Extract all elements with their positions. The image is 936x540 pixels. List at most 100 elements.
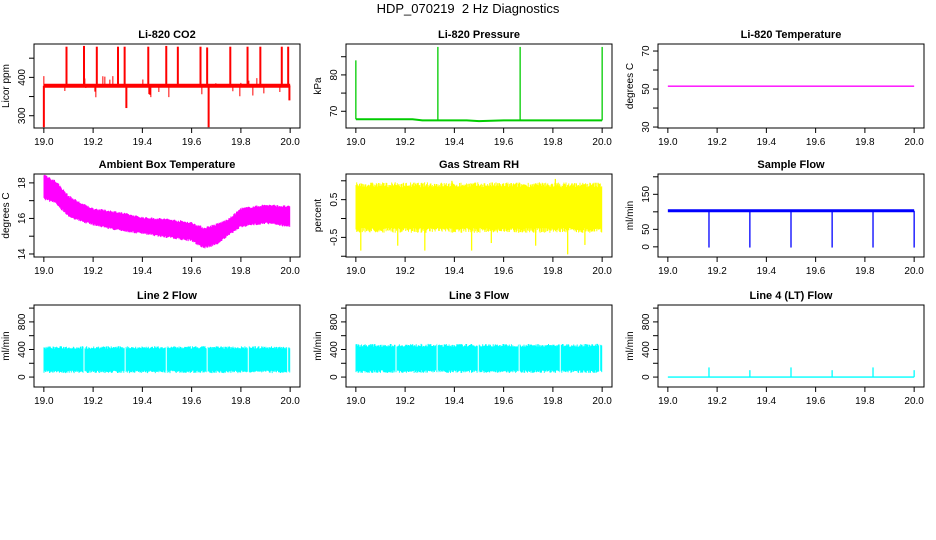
y-tick-label: 800 [641, 313, 652, 330]
y-tick-label: 70 [329, 105, 340, 117]
y-axis-label: percent [313, 199, 324, 233]
panel-title: Ambient Box Temperature [99, 159, 236, 171]
panel-title: Line 3 Flow [449, 290, 509, 302]
x-tick-label: 19.2 [395, 137, 415, 148]
plot-frame [657, 304, 925, 388]
x-tick-label: 19.0 [34, 266, 54, 277]
x-tick-label: 19.6 [182, 396, 202, 407]
y-tick-label: -0.5 [329, 228, 340, 246]
y-tick-label: 18 [17, 177, 28, 189]
x-tick-label: 19.2 [707, 396, 727, 407]
plot-frame [33, 304, 301, 388]
panel-line-2-flow: Line 2 Flow ml/min 19.0 19.2 19.4 19.6 19.8 20.… [1, 290, 301, 407]
x-tick-label: 19.0 [658, 137, 678, 148]
panel-title: Li-820 CO2 [138, 29, 195, 41]
x-tick-label: 19.8 [231, 266, 251, 277]
x-tick-label: 19.6 [494, 396, 514, 407]
y-tick-label: 0 [641, 244, 652, 250]
figure-title: HDP_070219 2 Hz Diagnostics [376, 1, 560, 16]
y-axis-label: ml/min [313, 331, 324, 360]
y-tick-label: 0.5 [329, 192, 340, 206]
x-tick-label: 19.2 [83, 396, 103, 407]
y-tick-label: 400 [641, 341, 652, 358]
x-tick-label: 19.0 [658, 396, 678, 407]
y-axis-label: degrees C [1, 192, 12, 238]
x-tick-label: 20.0 [592, 137, 612, 148]
x-tick-label: 19.2 [83, 266, 103, 277]
x-tick-label: 19.4 [133, 266, 153, 277]
x-tick-label: 19.6 [806, 266, 826, 277]
panel-title: Line 4 (LT) Flow [750, 290, 833, 302]
x-tick-label: 19.2 [83, 137, 103, 148]
panel-title: Li-820 Pressure [438, 29, 520, 41]
y-tick-label: 0 [17, 374, 28, 380]
plot-frame [657, 173, 925, 258]
panel-title: Li-820 Temperature [741, 29, 842, 41]
panel-line-4-lt-flow: Line 4 (LT) Flow ml/min 19.0 19.2 19.4 19.6 19… [625, 290, 925, 407]
y-axis-label: kPa [313, 77, 324, 95]
x-tick-label: 20.0 [280, 396, 300, 407]
y-tick-label: 400 [17, 341, 28, 358]
panel-title: Sample Flow [757, 159, 825, 171]
panel-title: Gas Stream RH [439, 159, 519, 171]
x-tick-label: 19.6 [806, 396, 826, 407]
x-tick-label: 20.0 [904, 396, 924, 407]
x-tick-label: 19.0 [346, 137, 366, 148]
series-band [43, 174, 291, 249]
x-tick-label: 19.8 [855, 266, 875, 277]
x-tick-label: 20.0 [904, 137, 924, 148]
x-tick-label: 19.4 [133, 396, 153, 407]
x-tick-label: 19.4 [445, 396, 465, 407]
y-tick-label: 400 [329, 341, 340, 358]
y-tick-label: 300 [17, 107, 28, 124]
y-axis-label: ml/min [625, 201, 636, 230]
x-tick-label: 20.0 [280, 137, 300, 148]
x-tick-label: 19.0 [658, 266, 678, 277]
panel-li-820-temperature: Li-820 Temperature degrees C 19.0 19.2 19.4 1… [625, 29, 925, 148]
x-tick-label: 19.6 [182, 137, 202, 148]
x-tick-label: 19.8 [855, 396, 875, 407]
y-tick-label: 50 [641, 223, 652, 235]
y-axis-label: Licor ppm [1, 64, 12, 108]
panel-title: Line 2 Flow [137, 290, 197, 302]
x-tick-label: 19.0 [346, 396, 366, 407]
series-band [355, 343, 603, 373]
x-tick-label: 19.6 [494, 266, 514, 277]
y-tick-label: 0 [329, 374, 340, 380]
x-tick-label: 19.0 [346, 266, 366, 277]
x-tick-label: 19.2 [707, 137, 727, 148]
y-tick-label: 800 [329, 313, 340, 330]
y-tick-label: 50 [641, 83, 652, 95]
y-tick-label: 70 [641, 45, 652, 57]
series-band [355, 182, 603, 233]
plot-frame [345, 304, 613, 388]
x-tick-label: 19.0 [34, 396, 54, 407]
plot-frame [657, 43, 925, 129]
y-tick-label: 80 [329, 69, 340, 81]
panel-sample-flow: Sample Flow ml/min 19.0 19.2 19.4 19.6 19.8 20.… [625, 159, 925, 277]
plot-frame [33, 43, 301, 129]
panel-gas-stream-rh: Gas Stream RH percent 19.0 19.2 19.4 19.6 19.8… [313, 159, 613, 277]
x-tick-label: 19.8 [543, 137, 563, 148]
plot-frame [345, 43, 613, 129]
panel-line-3-flow: Line 3 Flow ml/min 19.0 19.2 19.4 19.6 19.8 20.… [313, 290, 613, 407]
x-tick-label: 19.2 [395, 396, 415, 407]
y-axis-label: degrees C [625, 63, 636, 109]
x-tick-label: 20.0 [280, 266, 300, 277]
y-tick-label: 16 [17, 212, 28, 224]
x-tick-label: 19.4 [133, 137, 153, 148]
y-tick-label: 0 [641, 374, 652, 380]
y-tick-label: 800 [17, 313, 28, 330]
x-tick-label: 19.6 [182, 266, 202, 277]
y-tick-label: 14 [17, 248, 28, 260]
y-tick-label: 30 [641, 121, 652, 133]
series-band [43, 346, 291, 374]
x-tick-label: 19.8 [231, 137, 251, 148]
x-tick-label: 19.4 [445, 266, 465, 277]
x-tick-label: 19.4 [757, 396, 777, 407]
x-tick-label: 19.4 [757, 266, 777, 277]
y-axis-label: ml/min [1, 331, 12, 360]
x-tick-label: 19.2 [395, 266, 415, 277]
